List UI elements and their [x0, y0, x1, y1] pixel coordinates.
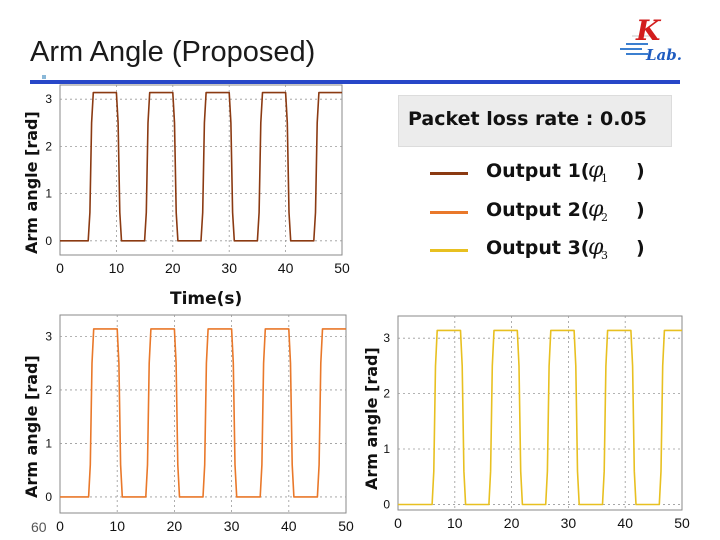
y-axis-label-1: Arm angle [rad] — [22, 111, 41, 254]
legend-item-output-3: Output 3( φ 3 ) — [430, 235, 670, 265]
plot-area-3 — [397, 315, 683, 511]
x-tick-label: 20 — [504, 515, 520, 531]
series-line-3 — [398, 329, 682, 506]
legend-symbol: φ — [588, 235, 604, 260]
y-tick-label: 2 — [45, 139, 52, 153]
title-underline — [30, 80, 680, 84]
x-tick-label: 50 — [338, 518, 354, 534]
plot-area-2 — [59, 314, 347, 514]
x-tick-label: 30 — [224, 518, 240, 534]
legend-symbol: φ — [588, 158, 604, 183]
series-line-2 — [60, 328, 346, 498]
x-tick-label: 30 — [221, 260, 237, 276]
y-tick-label: 0 — [45, 234, 52, 248]
x-axis-label-1: Time(s) — [170, 289, 243, 309]
x-tick-label: 50 — [674, 515, 690, 531]
y-tick-label: 3 — [383, 331, 390, 345]
legend-label: Output 3( — [486, 237, 590, 259]
x-tick-label: 50 — [334, 260, 350, 276]
title-bullet — [42, 75, 46, 79]
legend-close: ) — [636, 160, 645, 182]
x-tick-label: 10 — [447, 515, 463, 531]
legend-subscript: 1 — [601, 172, 608, 185]
x-tick-label: 0 — [56, 260, 64, 276]
y-tick-label: 1 — [45, 436, 52, 450]
y-axis-label-3: Arm angle [rad] — [362, 347, 381, 490]
x-tick-label: 0 — [394, 515, 402, 531]
x-tick-label: 40 — [281, 518, 297, 534]
x-tick-label: 40 — [617, 515, 633, 531]
y-axis-label-2: Arm angle [rad] — [22, 355, 41, 498]
y-tick-label: 0 — [45, 490, 52, 504]
x-tick-label: 30 — [561, 515, 577, 531]
y-tick-label: 2 — [45, 383, 52, 397]
y-tick-label: 2 — [383, 387, 390, 401]
klab-logo-icon: K Lab. — [620, 14, 682, 64]
x-tick-label: 10 — [109, 260, 125, 276]
page-number: 60 — [31, 519, 47, 535]
legend-item-output-2: Output 2( φ 2 ) — [430, 197, 670, 227]
legend-label: Output 2( — [486, 199, 590, 221]
x-tick-label: 10 — [109, 518, 125, 534]
legend-label: Output 1( — [486, 160, 590, 182]
series-line-1 — [60, 91, 342, 242]
x-tick-label: 20 — [167, 518, 183, 534]
legend-item-output-1: Output 1( φ 1 ) — [430, 158, 670, 188]
y-tick-label: 3 — [45, 92, 52, 106]
legend-swatch — [430, 249, 468, 252]
legend-close: ) — [636, 237, 645, 259]
legend-close: ) — [636, 199, 645, 221]
legend-subscript: 3 — [601, 249, 608, 262]
x-tick-label: 0 — [56, 518, 64, 534]
x-tick-label: 40 — [278, 260, 294, 276]
legend-title: Packet loss rate : 0.05 — [408, 108, 647, 130]
legend-swatch — [430, 172, 468, 175]
legend-swatch — [430, 211, 468, 214]
y-tick-label: 1 — [383, 442, 390, 456]
legend-subscript: 2 — [601, 211, 608, 224]
y-tick-label: 0 — [383, 497, 390, 511]
y-tick-label: 3 — [45, 329, 52, 343]
logo-k: K — [635, 14, 662, 47]
x-tick-label: 20 — [165, 260, 181, 276]
legend-box — [398, 95, 672, 147]
plot-area-1 — [59, 84, 343, 256]
y-tick-label: 1 — [45, 187, 52, 201]
legend-symbol: φ — [588, 197, 604, 222]
logo-lab: Lab. — [645, 46, 682, 64]
slide-title: Arm Angle (Proposed) — [30, 36, 316, 68]
